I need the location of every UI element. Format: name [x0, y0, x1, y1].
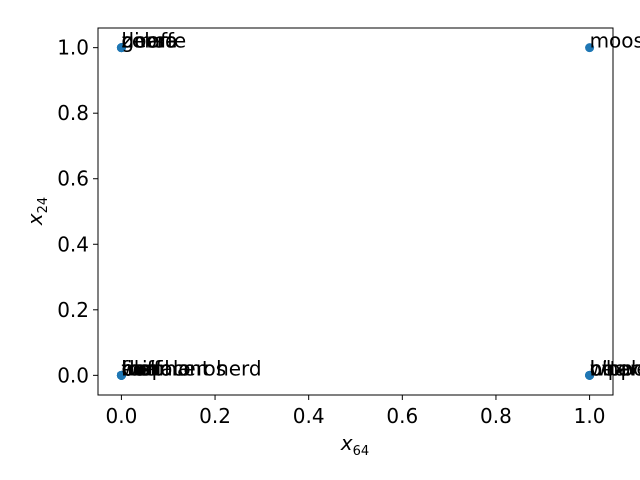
y-tick-label: 0.6 — [57, 167, 89, 191]
x-tick-label: 0.6 — [386, 404, 418, 428]
x-axis-label: x64 — [340, 431, 369, 459]
point-label: otter — [590, 356, 639, 380]
data-point — [585, 43, 595, 53]
point-label: beaver — [590, 356, 640, 380]
data-point — [116, 370, 126, 380]
x-tick-label: 0.4 — [293, 404, 325, 428]
x-tick-label: 0.0 — [106, 404, 138, 428]
point-label: fox — [121, 356, 152, 380]
point-label: bear — [121, 356, 167, 380]
point-label: horse — [121, 29, 177, 53]
point-label: whale — [590, 356, 640, 380]
x-tick-label: 0.8 — [480, 404, 512, 428]
point-label: giraffe — [121, 29, 186, 53]
y-tick-label: 0.4 — [57, 232, 89, 256]
point-label: rhinoceros — [121, 356, 226, 380]
point-label: buffalo — [121, 356, 190, 380]
point-label: wolf — [121, 356, 163, 380]
x-tick-label: 1.0 — [574, 404, 606, 428]
point-label: elephant herd — [121, 356, 261, 380]
point-label: ox — [121, 356, 145, 380]
point-label: lion — [121, 356, 157, 380]
data-point — [585, 370, 595, 380]
y-tick-label: 1.0 — [57, 36, 89, 60]
axes-frame — [97, 27, 614, 396]
x-axis-ticks: 0.0 0.2 0.4 0.6 0.8 1.0 — [106, 395, 606, 428]
y-axis-label: x24 — [23, 197, 51, 226]
x-tick-label: 0.2 — [199, 404, 231, 428]
point-label: deer — [121, 29, 167, 53]
y-tick-label: 0.8 — [57, 101, 89, 125]
data-point — [116, 43, 126, 53]
y-tick-label: 0.0 — [57, 363, 89, 387]
point-label: hippo — [590, 356, 640, 380]
y-tick-label: 0.2 — [57, 298, 89, 322]
point-label: zebra — [121, 29, 177, 53]
y-axis-ticks: 0.0 0.2 0.4 0.6 0.8 1.0 — [57, 36, 98, 387]
